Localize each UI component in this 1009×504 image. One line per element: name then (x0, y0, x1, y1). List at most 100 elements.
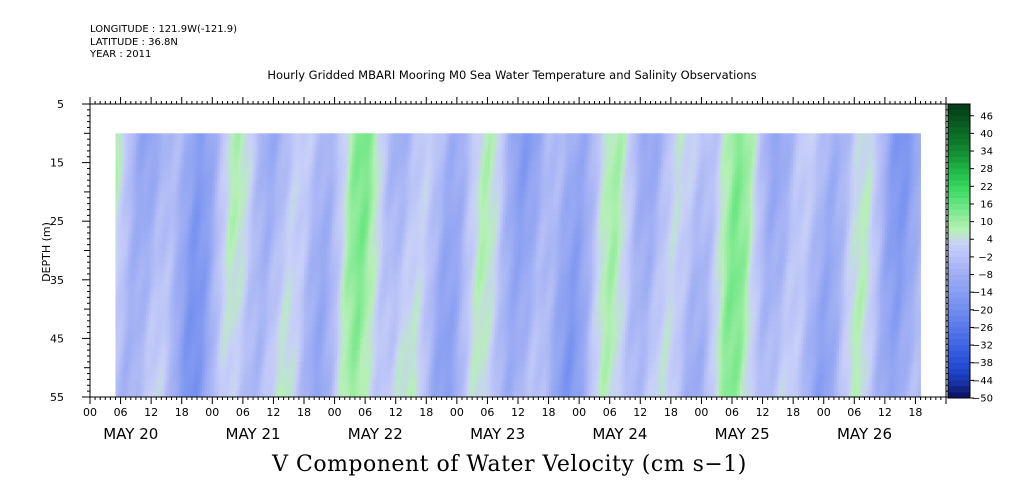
heatmap-cell (281, 180, 285, 187)
heatmap-cell (247, 285, 251, 292)
heatmap-cell (130, 314, 134, 322)
heatmap-cell (128, 391, 132, 398)
heatmap-cell (120, 238, 124, 246)
heatmap-cell (334, 168, 338, 175)
heatmap-cell (163, 256, 167, 263)
heatmap-cell (349, 139, 353, 146)
heatmap-cell (288, 279, 292, 287)
heatmap-cell (347, 256, 351, 263)
heatmap-cell (140, 244, 144, 251)
heatmap-cell (309, 309, 313, 316)
heatmap-cell (337, 191, 341, 199)
heatmap-cell (278, 215, 282, 222)
heatmap-cell (278, 391, 282, 398)
heatmap-cell (309, 262, 313, 269)
heatmap-cell (304, 355, 307, 363)
heatmap-cell (189, 268, 193, 275)
heatmap-cell (337, 262, 341, 269)
heatmap-cell (146, 145, 149, 152)
heatmap-cell (304, 314, 307, 322)
heatmap-cell (222, 373, 226, 380)
heatmap-cell (202, 145, 206, 152)
heatmap-cell (138, 250, 142, 257)
heatmap-cell (365, 162, 369, 169)
heatmap-cell (186, 215, 190, 222)
heatmap-cell (217, 197, 221, 205)
heatmap-cell (242, 139, 246, 146)
heatmap-cell (181, 344, 185, 351)
heatmap-cell (321, 355, 325, 363)
heatmap-cell (240, 391, 244, 398)
heatmap-cell (245, 244, 249, 251)
heatmap-cell (118, 303, 121, 310)
heatmap-cell (115, 256, 119, 263)
heatmap-cell (199, 285, 203, 292)
heatmap-cell (352, 221, 356, 228)
heatmap-cell (235, 273, 239, 281)
heatmap-cell (342, 285, 346, 292)
heatmap-cell (362, 297, 366, 304)
heatmap-cell (314, 215, 318, 222)
heatmap-cell (380, 361, 384, 369)
heatmap-cell (268, 309, 272, 316)
heatmap-cell (179, 373, 183, 380)
heatmap-cell (176, 156, 180, 163)
heatmap-cell (118, 268, 121, 275)
heatmap-cell (270, 168, 274, 175)
heatmap-cell (390, 133, 394, 140)
heatmap-cell (202, 297, 206, 304)
heatmap-cell (158, 309, 162, 316)
heatmap-cell (156, 244, 160, 251)
heatmap-cell (324, 367, 328, 374)
heatmap-cell (367, 256, 371, 263)
heatmap-cell (309, 203, 313, 210)
heatmap-cell (304, 227, 307, 234)
heatmap-cell (255, 385, 259, 392)
heatmap-cell (130, 221, 134, 228)
heatmap-cell (153, 262, 157, 269)
heatmap-cell (204, 373, 208, 380)
heatmap-cell (176, 250, 180, 257)
heatmap-cell (181, 244, 185, 251)
heatmap-cell (291, 320, 295, 328)
heatmap-cell (291, 156, 295, 163)
heatmap-cell (135, 262, 139, 269)
heatmap-cell (156, 180, 160, 187)
heatmap-cell (385, 291, 389, 298)
heatmap-cell (168, 209, 172, 216)
heatmap-cell (179, 338, 183, 345)
heatmap-cell (156, 355, 160, 363)
heatmap-cell (174, 191, 178, 199)
heatmap-cell (235, 174, 239, 181)
heatmap-cell (135, 350, 139, 357)
heatmap-cell (304, 309, 307, 316)
heatmap-cell (309, 238, 313, 246)
heatmap-cell (158, 232, 162, 240)
heatmap-cell (395, 238, 399, 246)
heatmap-cell (332, 385, 335, 392)
heatmap-cell (382, 227, 386, 234)
heatmap-cell (186, 303, 190, 310)
heatmap-cell (186, 238, 190, 246)
heatmap-cell (337, 221, 341, 228)
heatmap-cell (184, 344, 188, 351)
heatmap-cell (118, 391, 121, 398)
heatmap-cell (214, 145, 218, 152)
heatmap-cell (316, 332, 320, 339)
heatmap-cell (296, 338, 300, 345)
heatmap-cell (301, 273, 305, 281)
heatmap-cell (184, 156, 188, 163)
heatmap-cell (153, 197, 157, 205)
heatmap-cell (171, 273, 175, 281)
heatmap-cell (390, 314, 394, 322)
heatmap-cell (367, 221, 371, 228)
heatmap-cell (334, 320, 338, 328)
heatmap-cell (380, 232, 384, 240)
heatmap-cell (163, 279, 167, 287)
heatmap-cell (281, 209, 285, 216)
heatmap-cell (146, 232, 149, 240)
heatmap-cell (334, 256, 338, 263)
heatmap-cell (118, 250, 121, 257)
heatmap-cell (171, 244, 175, 251)
heatmap-cell (240, 156, 244, 163)
